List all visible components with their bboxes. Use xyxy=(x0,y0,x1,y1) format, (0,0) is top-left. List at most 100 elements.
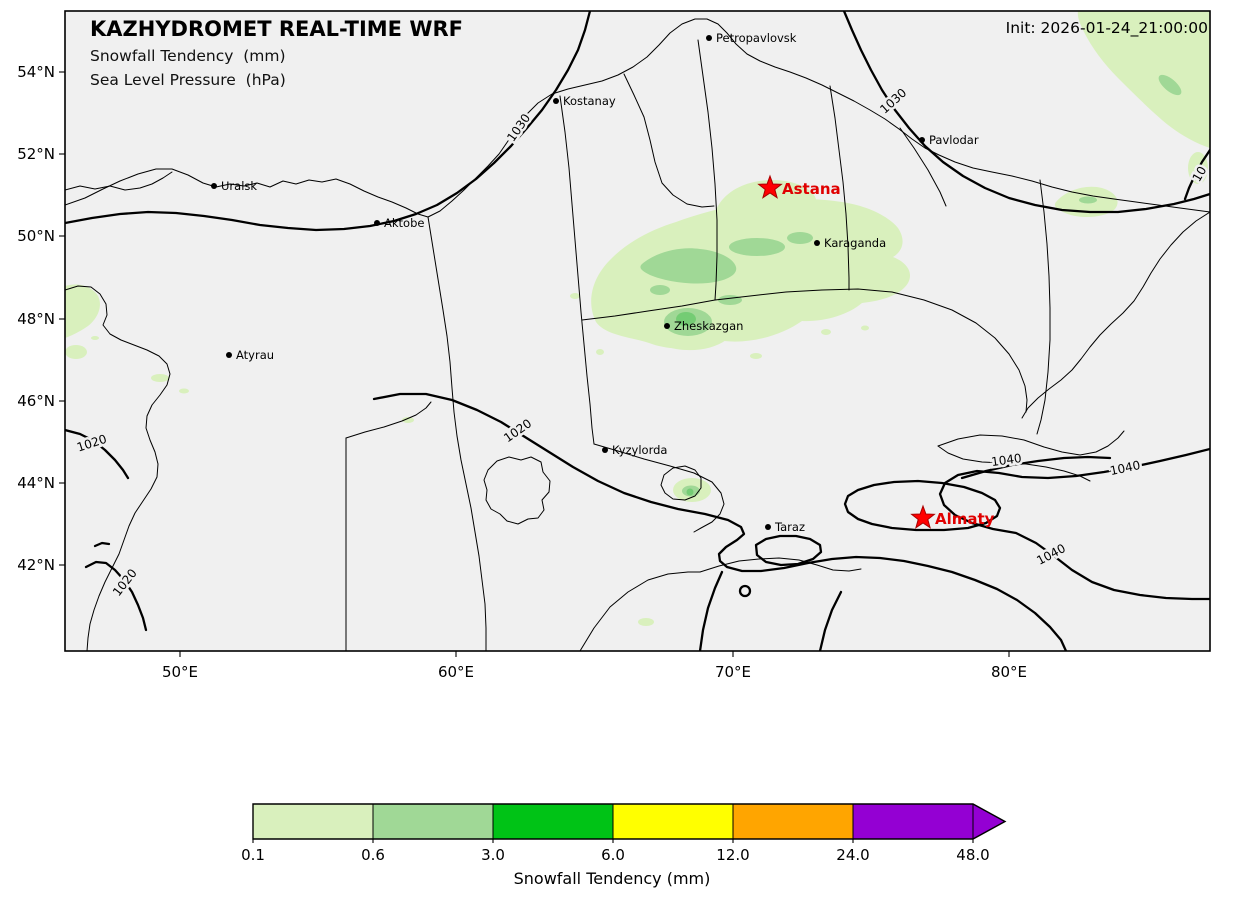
path xyxy=(842,11,1210,214)
x-tick-label: 50°E xyxy=(162,663,198,681)
snow2 xyxy=(729,238,785,256)
city-marker xyxy=(374,220,380,226)
city-label: Pavlodar xyxy=(929,133,979,147)
city-marker xyxy=(226,352,232,358)
colorbar-arrow xyxy=(973,804,1005,839)
path xyxy=(754,534,823,567)
path xyxy=(93,541,111,548)
snow1 xyxy=(596,349,604,355)
city-label: Aktobe xyxy=(384,216,424,230)
path xyxy=(581,299,716,321)
city-label: Atyrau xyxy=(236,348,274,362)
snowfall-shading-layer xyxy=(65,11,1210,626)
y-tick-label: 46°N xyxy=(17,392,55,410)
snow1 xyxy=(570,293,580,299)
path xyxy=(1021,211,1210,419)
y-axis: 54°N 52°N 50°N 48°N 46°N 44°N 42°N xyxy=(17,63,65,574)
colorbar-tick-label: 3.0 xyxy=(481,846,505,864)
y-tick-label: 52°N xyxy=(17,145,55,163)
colorbar-segment xyxy=(493,804,613,839)
colorbar-title: Snowfall Tendency (mm) xyxy=(514,869,711,888)
snow1 xyxy=(179,388,189,394)
path xyxy=(937,430,1125,456)
city-label: Kyzylorda xyxy=(612,443,667,457)
map-frame xyxy=(64,10,1211,652)
city-label: Petropavlovsk xyxy=(716,31,797,45)
capital-star-marker xyxy=(757,174,783,199)
circle xyxy=(738,584,752,598)
city-label: Taraz xyxy=(774,520,805,534)
snow1 xyxy=(402,417,414,423)
path xyxy=(427,216,487,651)
city-marker xyxy=(706,35,712,41)
capital-city-label: Almaty xyxy=(935,510,995,528)
snow2 xyxy=(1079,196,1097,204)
path xyxy=(699,557,862,573)
snow1 xyxy=(91,336,99,340)
city-marker xyxy=(211,183,217,189)
path xyxy=(623,73,715,208)
city-marker xyxy=(765,524,771,530)
snow1 xyxy=(65,284,100,338)
path xyxy=(1183,148,1210,201)
city-marker xyxy=(664,323,670,329)
path xyxy=(372,392,1068,651)
city-marker xyxy=(814,240,820,246)
path xyxy=(660,465,702,501)
snow2 xyxy=(718,295,742,305)
snow2 xyxy=(787,232,813,244)
path xyxy=(483,456,551,525)
colorbar-segment xyxy=(373,804,493,839)
snow1 xyxy=(750,353,762,359)
snow1 xyxy=(861,325,869,331)
snow1 xyxy=(638,618,654,626)
colorbar-tick-label: 0.1 xyxy=(241,846,265,864)
city-marker xyxy=(919,137,925,143)
cities-layer: Petropavlovsk Kostanay Pavlodar Uralsk Aktob… xyxy=(211,31,979,534)
path xyxy=(829,85,850,291)
snow1 xyxy=(716,180,817,221)
path xyxy=(818,590,843,651)
colorbar: 0.1 0.6 3.0 6.0 12.0 24.0 48.0 xyxy=(241,803,1007,864)
path xyxy=(714,288,1028,413)
capital-stars-layer: Astana Almaty xyxy=(757,174,995,529)
path xyxy=(579,571,701,651)
colorbar-tick-label: 48.0 xyxy=(956,846,989,864)
city-label: Uralsk xyxy=(221,179,257,193)
path xyxy=(65,428,130,480)
path xyxy=(593,443,725,533)
pressure-contours-layer xyxy=(65,11,1210,651)
snow2 xyxy=(650,285,670,295)
path xyxy=(345,401,432,439)
y-tick-label: 44°N xyxy=(17,474,55,492)
city-marker xyxy=(553,98,559,104)
path xyxy=(698,570,724,651)
path xyxy=(84,560,148,632)
x-tick-label: 60°E xyxy=(438,663,474,681)
path xyxy=(65,11,592,232)
path xyxy=(1036,179,1051,435)
snow1 xyxy=(151,374,169,382)
snow1 xyxy=(821,329,831,335)
path xyxy=(938,447,1210,601)
path xyxy=(65,285,171,651)
city-label: Karaganda xyxy=(824,236,886,250)
snow2 xyxy=(640,248,737,284)
y-tick-label: 48°N xyxy=(17,310,55,328)
colorbar-tick-label: 6.0 xyxy=(601,846,625,864)
path xyxy=(65,18,1210,218)
y-tick-label: 50°N xyxy=(17,227,55,245)
colorbar-segment xyxy=(253,804,373,839)
capital-city-label: Astana xyxy=(782,180,841,198)
colorbar-tick-label: 24.0 xyxy=(836,846,869,864)
snow1 xyxy=(65,345,87,359)
colorbar-tick-label: 0.6 xyxy=(361,846,385,864)
colorbar-segment xyxy=(733,804,853,839)
path xyxy=(843,479,1002,532)
path xyxy=(559,95,595,445)
snow3 xyxy=(676,312,696,326)
city-marker xyxy=(602,447,608,453)
